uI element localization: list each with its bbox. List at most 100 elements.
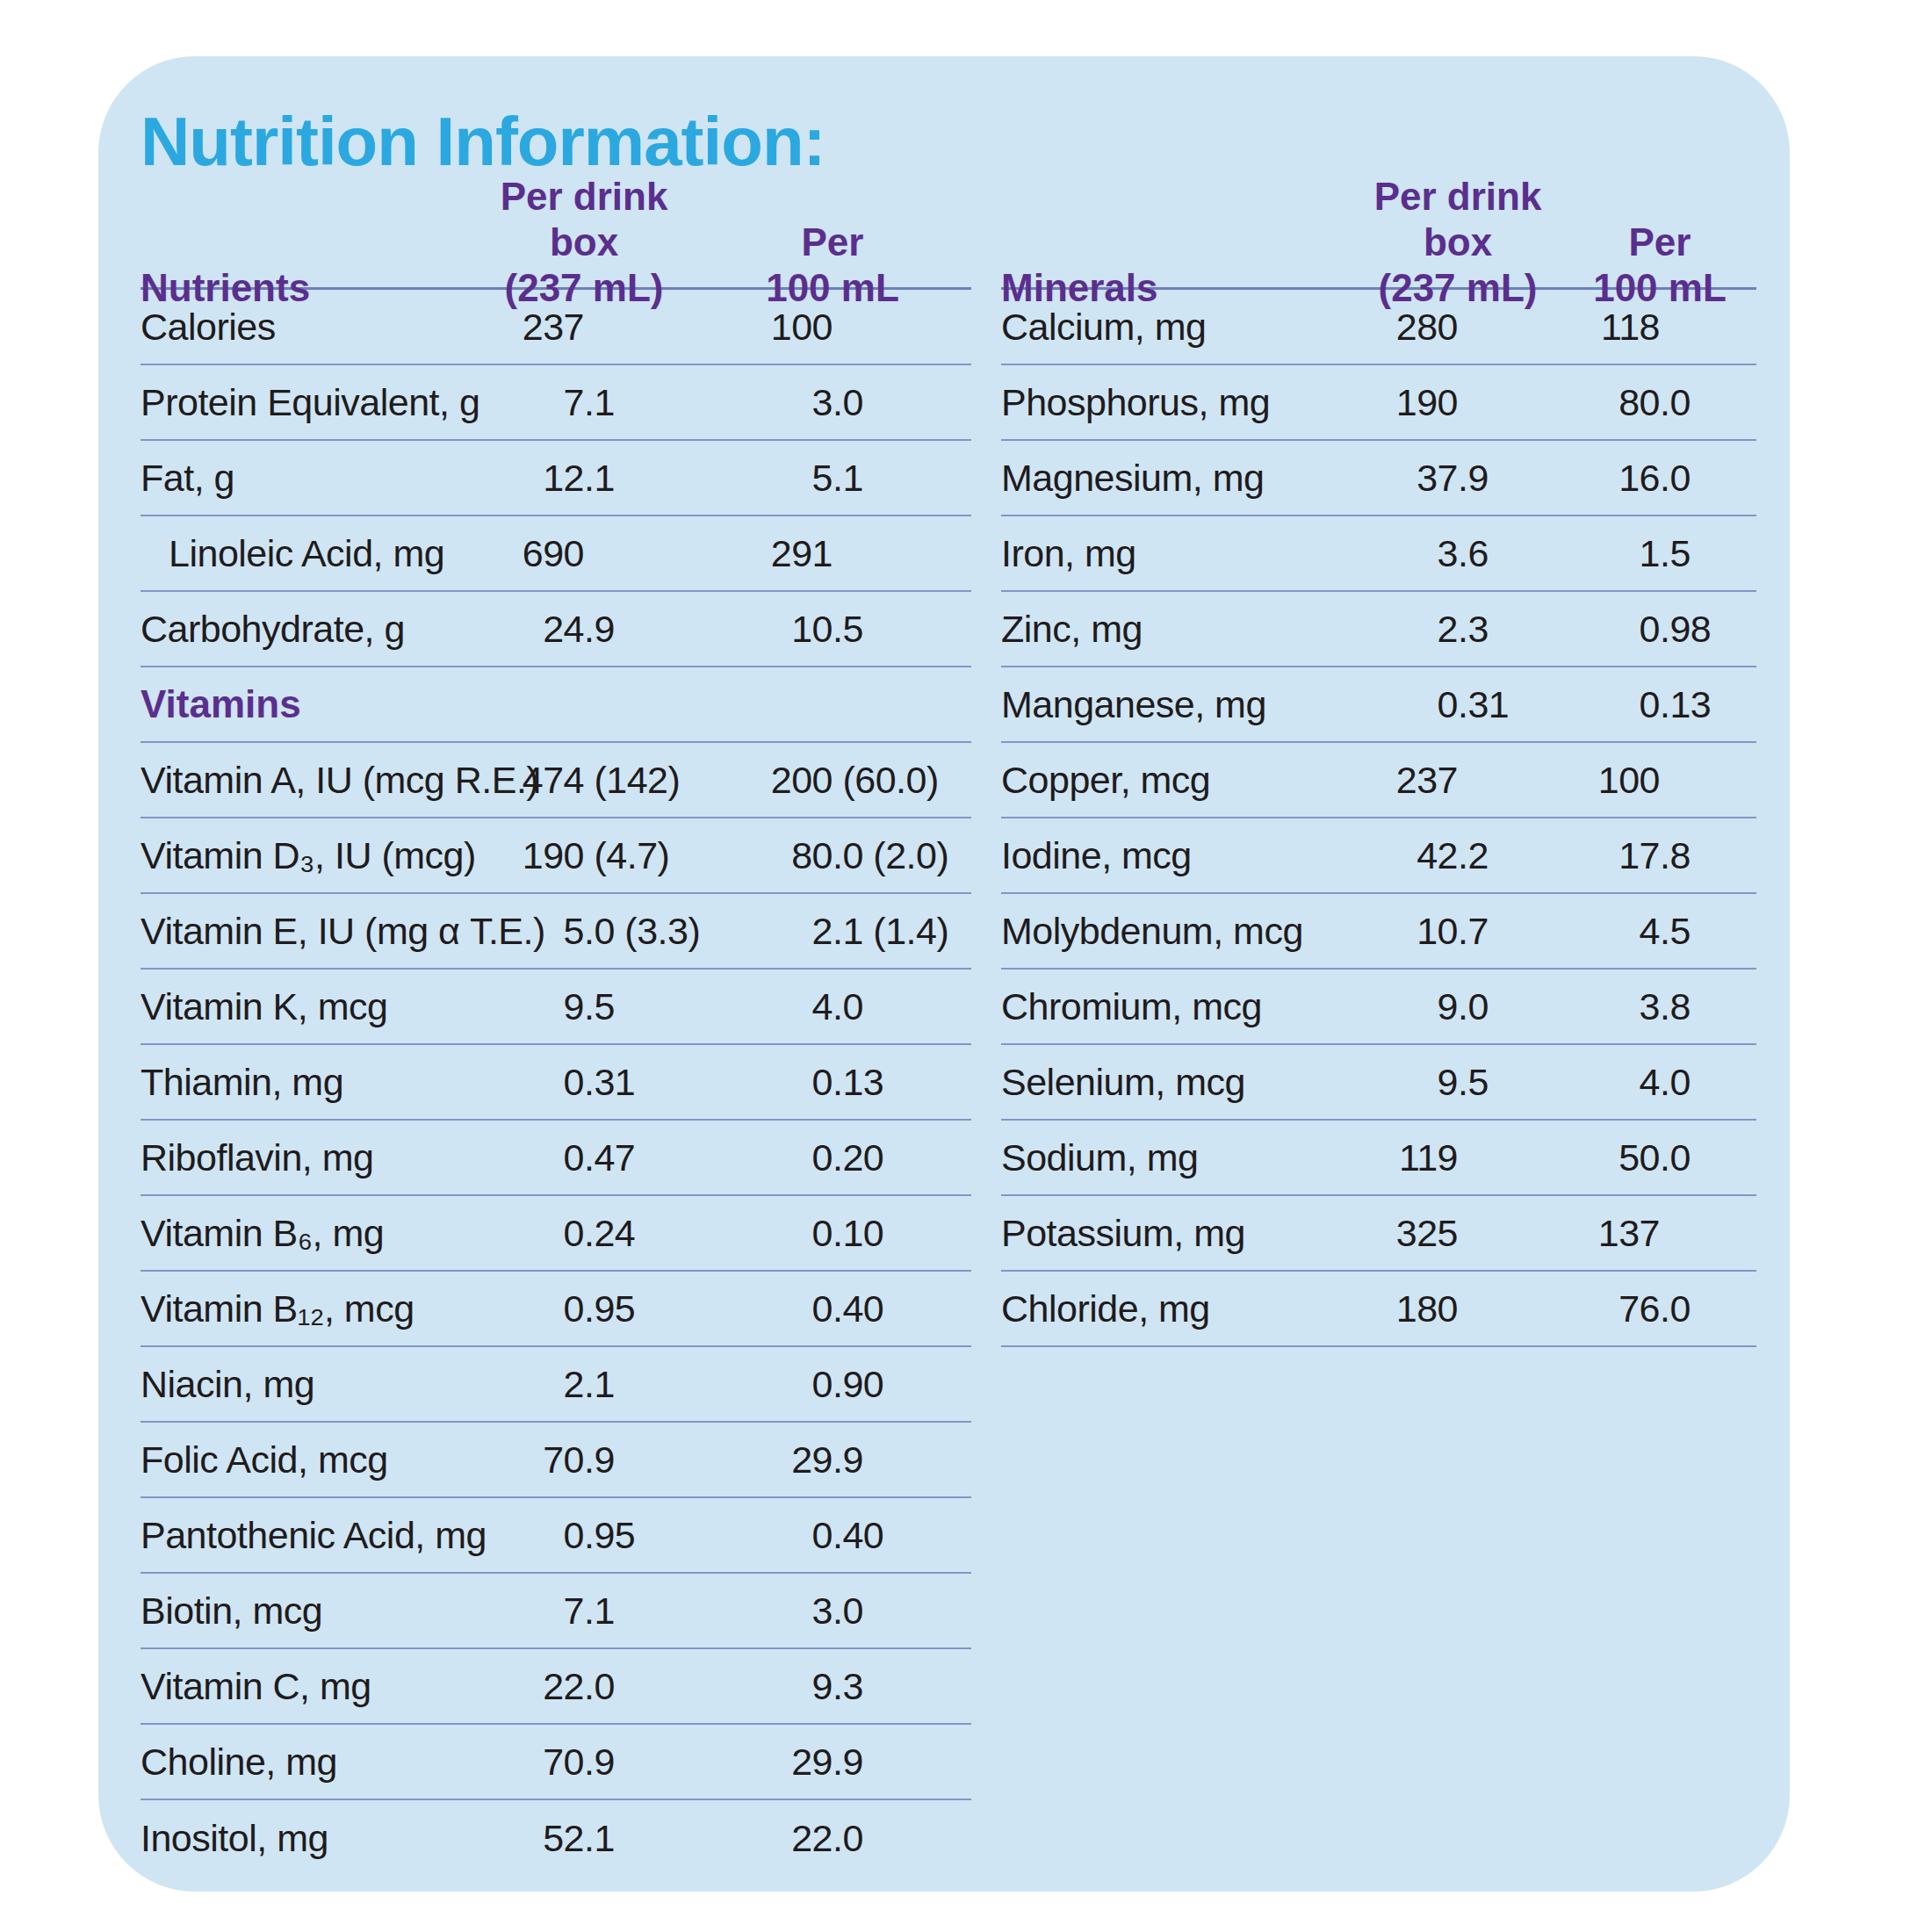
value-integer-part: 325 bbox=[1352, 1212, 1458, 1255]
value-integer-part: 9 bbox=[474, 985, 584, 1028]
value-per-100ml: 0.13 bbox=[694, 1061, 971, 1104]
value-integer-part: 80 bbox=[1563, 381, 1660, 424]
table-row: Vitamin B₁₂, mcg0.950.40 bbox=[141, 1272, 971, 1347]
value-fraction-part: .10 bbox=[833, 1212, 971, 1255]
value-per-drink-box: 42.2 bbox=[1352, 834, 1563, 877]
value-per-drink-box: 70.9 bbox=[474, 1438, 694, 1481]
value-per-drink-box: 3.6 bbox=[1352, 532, 1563, 575]
value-integer-part: 12 bbox=[474, 457, 584, 500]
value-integer-part: 3 bbox=[1563, 985, 1660, 1028]
value-integer-part: 2 bbox=[474, 1363, 584, 1406]
row-label: Protein Equivalent, g bbox=[141, 381, 474, 424]
column-header-per-100ml: Per 100 mL bbox=[1563, 220, 1756, 311]
value-fraction-part: .13 bbox=[833, 1061, 971, 1104]
value-per-drink-box: 119 bbox=[1352, 1136, 1563, 1179]
value-integer-part: 0 bbox=[1563, 608, 1660, 651]
value-fraction-part: .1 bbox=[584, 1590, 694, 1633]
value-fraction-part: .2 bbox=[1458, 834, 1563, 877]
value-fraction-part: .0 (2.0) bbox=[833, 834, 971, 877]
table-row: Pantothenic Acid, mg0.950.40 bbox=[141, 1498, 971, 1574]
value-integer-part: 80 bbox=[694, 834, 833, 877]
value-fraction-part: .5 bbox=[833, 608, 971, 651]
table-row: Thiamin, mg0.310.13 bbox=[141, 1045, 971, 1121]
table-row: Phosphorus, mg19080.0 bbox=[1001, 365, 1756, 441]
value-fraction-part: .40 bbox=[833, 1514, 971, 1557]
table-row: Vitamin C, mg22.09.3 bbox=[141, 1649, 971, 1725]
column-header-line: (237 mL) bbox=[474, 265, 694, 311]
value-per-drink-box: 52.1 bbox=[474, 1817, 694, 1860]
value-integer-part: 0 bbox=[694, 1287, 833, 1330]
nutrition-card: Nutrition Information: Nutrients Per dri… bbox=[98, 56, 1790, 1892]
value-fraction-part bbox=[1458, 306, 1563, 349]
value-fraction-part: .40 bbox=[833, 1287, 971, 1330]
table-row: Fat, g12.15.1 bbox=[141, 441, 971, 516]
row-label: Selenium, mcg bbox=[1001, 1061, 1352, 1104]
section-row: Vitamins bbox=[141, 667, 971, 743]
row-label: Linoleic Acid, mg bbox=[141, 532, 474, 575]
row-label: Inositol, mg bbox=[141, 1817, 474, 1860]
value-fraction-part: .9 bbox=[833, 1438, 971, 1481]
value-per-drink-box: 190 bbox=[1352, 381, 1563, 424]
value-per-drink-box: 190 (4.7) bbox=[474, 834, 694, 877]
column-header-line: (237 mL) bbox=[1352, 265, 1563, 311]
value-fraction-part: .0 bbox=[833, 985, 971, 1028]
value-integer-part: 280 bbox=[1352, 306, 1458, 349]
value-integer-part: 3 bbox=[694, 1590, 833, 1633]
value-integer-part: 237 bbox=[474, 306, 584, 349]
table-row: Chloride, mg18076.0 bbox=[1001, 1272, 1756, 1347]
table-row: Inositol, mg52.122.0 bbox=[141, 1800, 971, 1876]
value-per-100ml: 29.9 bbox=[694, 1438, 971, 1481]
value-fraction-part: .5 bbox=[1660, 532, 1756, 575]
value-per-drink-box: 12.1 bbox=[474, 457, 694, 500]
value-fraction-part bbox=[1458, 759, 1563, 802]
value-integer-part: 3 bbox=[694, 381, 833, 424]
column-header-per-drink-box: Per drink box (237 mL) bbox=[474, 174, 694, 311]
value-integer-part: 291 bbox=[694, 532, 833, 575]
value-per-100ml: 0.20 bbox=[694, 1136, 971, 1179]
row-label: Vitamin D₃, IU (mcg) bbox=[141, 834, 474, 877]
value-fraction-part: .95 bbox=[584, 1287, 694, 1330]
value-fraction-part: .0 bbox=[1660, 1287, 1756, 1330]
value-fraction-part: .5 bbox=[1660, 910, 1756, 953]
section-label: Vitamins bbox=[141, 682, 301, 726]
value-integer-part: 76 bbox=[1563, 1287, 1660, 1330]
value-per-drink-box: 0.95 bbox=[474, 1514, 694, 1557]
value-integer-part: 70 bbox=[474, 1438, 584, 1481]
value-integer-part: 3 bbox=[1352, 532, 1458, 575]
value-integer-part: 690 bbox=[474, 532, 584, 575]
row-label: Iodine, mcg bbox=[1001, 834, 1352, 877]
value-integer-part: 22 bbox=[474, 1665, 584, 1708]
column-header-nutrients: Nutrients bbox=[141, 265, 474, 311]
value-fraction-part bbox=[1458, 1136, 1563, 1179]
row-label: Chloride, mg bbox=[1001, 1287, 1352, 1330]
value-fraction-part bbox=[1660, 1212, 1756, 1255]
value-fraction-part: .0 bbox=[833, 1590, 971, 1633]
value-fraction-part: .0 bbox=[584, 1665, 694, 1708]
row-label: Sodium, mg bbox=[1001, 1136, 1352, 1179]
value-integer-part: 1 bbox=[1563, 532, 1660, 575]
value-integer-part: 200 bbox=[694, 759, 833, 802]
value-per-drink-box: 0.24 bbox=[474, 1212, 694, 1255]
value-fraction-part: .9 bbox=[833, 1741, 971, 1784]
row-label: Potassium, mg bbox=[1001, 1212, 1352, 1255]
value-per-drink-box: 24.9 bbox=[474, 608, 694, 651]
value-fraction-part: .24 bbox=[584, 1212, 694, 1255]
value-integer-part: 2 bbox=[1352, 608, 1458, 651]
minerals-table-header: Minerals Per drink box (237 mL) Per 100 … bbox=[1001, 174, 1756, 290]
table-row: Vitamin E, IU (mg α T.E.)5.0 (3.3)2.1 (1… bbox=[141, 894, 971, 970]
row-label: Phosphorus, mg bbox=[1001, 381, 1352, 424]
value-per-100ml: 3.8 bbox=[1563, 985, 1756, 1028]
value-integer-part: 7 bbox=[474, 381, 584, 424]
column-header-line: 100 mL bbox=[694, 265, 971, 311]
row-label: Fat, g bbox=[141, 457, 474, 500]
row-label: Manganese, mg bbox=[1001, 683, 1352, 726]
value-fraction-part: .5 bbox=[584, 985, 694, 1028]
value-integer-part: 190 bbox=[474, 834, 584, 877]
table-row: Linoleic Acid, mg690 291 bbox=[141, 516, 971, 592]
value-per-drink-box: 0.47 bbox=[474, 1136, 694, 1179]
value-fraction-part: .7 bbox=[1458, 910, 1563, 953]
value-fraction-part: .1 bbox=[833, 457, 971, 500]
value-fraction-part: .9 bbox=[1458, 457, 1563, 500]
value-integer-part: 24 bbox=[474, 608, 584, 651]
value-integer-part: 0 bbox=[474, 1136, 584, 1179]
